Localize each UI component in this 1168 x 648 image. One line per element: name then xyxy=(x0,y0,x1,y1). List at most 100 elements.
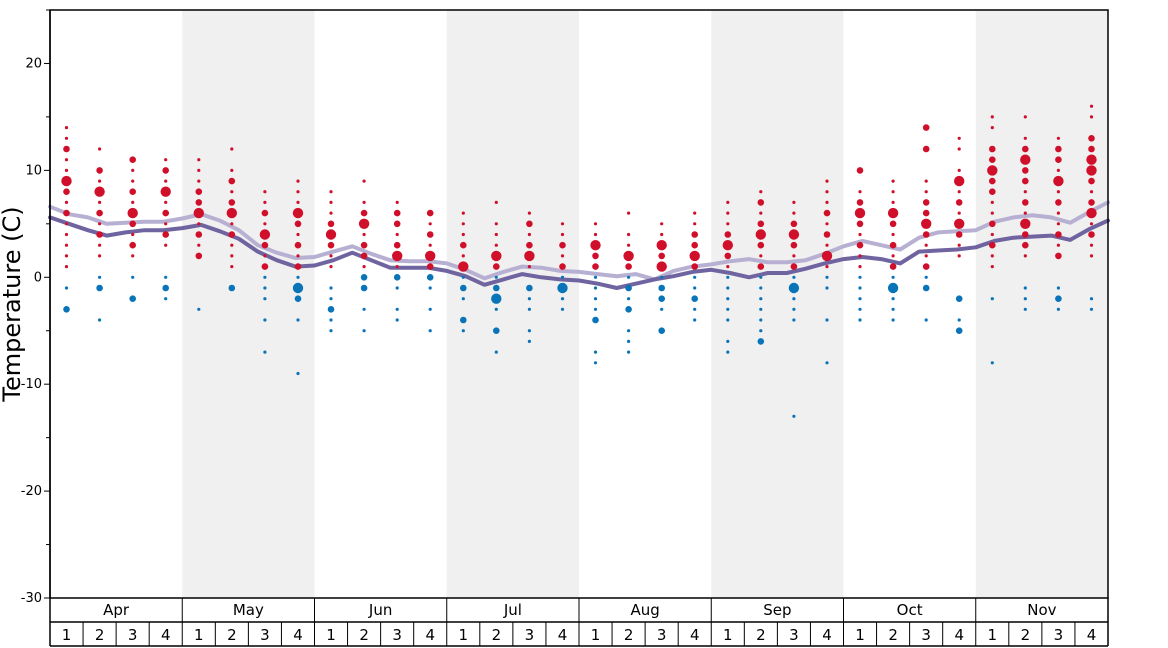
temp-dot xyxy=(1089,297,1094,301)
temp-dot xyxy=(856,167,864,174)
temp-dot xyxy=(560,222,565,226)
temp-dot xyxy=(526,284,533,292)
temp-dot xyxy=(524,250,535,262)
temp-dot xyxy=(296,275,300,279)
temp-dot xyxy=(955,199,963,206)
temp-dot xyxy=(329,265,333,269)
temp-dot xyxy=(660,307,664,311)
month-label: Jun xyxy=(368,601,392,619)
band-may xyxy=(182,10,315,598)
temp-dot xyxy=(461,232,465,237)
temp-dot xyxy=(395,232,399,237)
temp-dot xyxy=(230,222,234,226)
temp-dot xyxy=(1089,222,1094,226)
temp-dot xyxy=(294,241,302,249)
temp-dot xyxy=(164,243,168,247)
temp-dot xyxy=(792,254,796,258)
temp-dot xyxy=(527,307,532,311)
temp-dot xyxy=(790,241,798,249)
temp-dot xyxy=(1056,190,1060,194)
temp-dot xyxy=(691,241,698,249)
temp-dot xyxy=(395,286,399,290)
temp-dot xyxy=(792,414,796,418)
temp-dot xyxy=(325,229,337,240)
temp-dot xyxy=(527,211,532,215)
temp-dot xyxy=(162,209,169,217)
temp-dot xyxy=(393,274,401,281)
week-label: 1 xyxy=(62,626,72,644)
temp-dot xyxy=(491,250,502,262)
temp-dot xyxy=(989,177,996,185)
temp-dot xyxy=(98,318,102,322)
temp-dot xyxy=(61,175,72,187)
week-label: 3 xyxy=(789,626,799,644)
temp-dot xyxy=(460,284,467,292)
temp-dot xyxy=(660,222,664,226)
temp-dot xyxy=(494,200,498,204)
temp-dot xyxy=(1020,218,1031,229)
temp-dot xyxy=(160,186,171,197)
temp-dot xyxy=(627,232,631,237)
temp-dot xyxy=(957,136,961,140)
temp-dot xyxy=(362,200,366,204)
temp-dot xyxy=(230,265,234,269)
temp-dot xyxy=(1023,136,1027,140)
temp-dot xyxy=(494,222,498,226)
temp-dot xyxy=(989,145,996,153)
temp-dot xyxy=(362,232,366,237)
week-label: 3 xyxy=(392,626,402,644)
band-jul xyxy=(446,10,579,598)
temp-dot xyxy=(924,275,928,279)
temp-dot xyxy=(825,243,829,247)
temp-dot xyxy=(1023,190,1027,194)
temp-dot xyxy=(98,179,102,183)
temp-dot xyxy=(461,275,465,279)
temp-dot xyxy=(625,263,632,270)
temp-dot xyxy=(1056,136,1060,140)
temp-dot xyxy=(658,252,665,260)
temp-dot xyxy=(858,318,862,322)
temp-dot xyxy=(461,222,465,226)
temp-dot xyxy=(98,254,102,258)
temp-dot xyxy=(327,220,335,228)
week-label: 3 xyxy=(657,626,667,644)
temp-dot xyxy=(395,265,399,269)
temp-dot xyxy=(230,243,234,247)
temp-dot xyxy=(360,252,368,260)
temp-dot xyxy=(461,297,465,301)
temp-dot xyxy=(823,231,831,238)
month-label: Jul xyxy=(503,601,522,619)
y-axis-label: Temperature (C) xyxy=(0,206,26,402)
month-shading xyxy=(182,10,1108,598)
temp-dot xyxy=(226,207,237,219)
temp-dot xyxy=(362,329,366,333)
temp-dot xyxy=(461,329,465,333)
temperature-lines xyxy=(48,200,1110,290)
temp-dot xyxy=(197,168,201,172)
temp-dot xyxy=(726,307,730,311)
temp-dot xyxy=(922,199,930,206)
temp-dot xyxy=(96,209,103,217)
temp-dot xyxy=(129,220,136,228)
temp-dot xyxy=(1086,165,1097,176)
week-label: 2 xyxy=(227,626,237,644)
temp-dot xyxy=(593,275,598,279)
temp-dot xyxy=(922,263,930,270)
week-label: 4 xyxy=(1087,626,1097,644)
temp-dot xyxy=(296,371,300,376)
temp-dot xyxy=(294,220,302,228)
temp-dot xyxy=(1055,295,1062,303)
plot-frame xyxy=(49,9,1109,599)
temp-dot xyxy=(560,232,565,237)
temp-dot xyxy=(329,318,333,322)
temp-dot xyxy=(693,211,697,215)
temp-dot xyxy=(989,241,996,249)
temp-dot xyxy=(693,307,697,311)
temp-dot xyxy=(329,297,333,301)
temp-dot xyxy=(858,254,862,258)
temp-dot xyxy=(527,339,532,343)
temp-dot xyxy=(127,207,138,219)
month-label: May xyxy=(233,601,264,619)
temp-dot xyxy=(656,261,667,272)
temp-dot xyxy=(590,240,601,251)
